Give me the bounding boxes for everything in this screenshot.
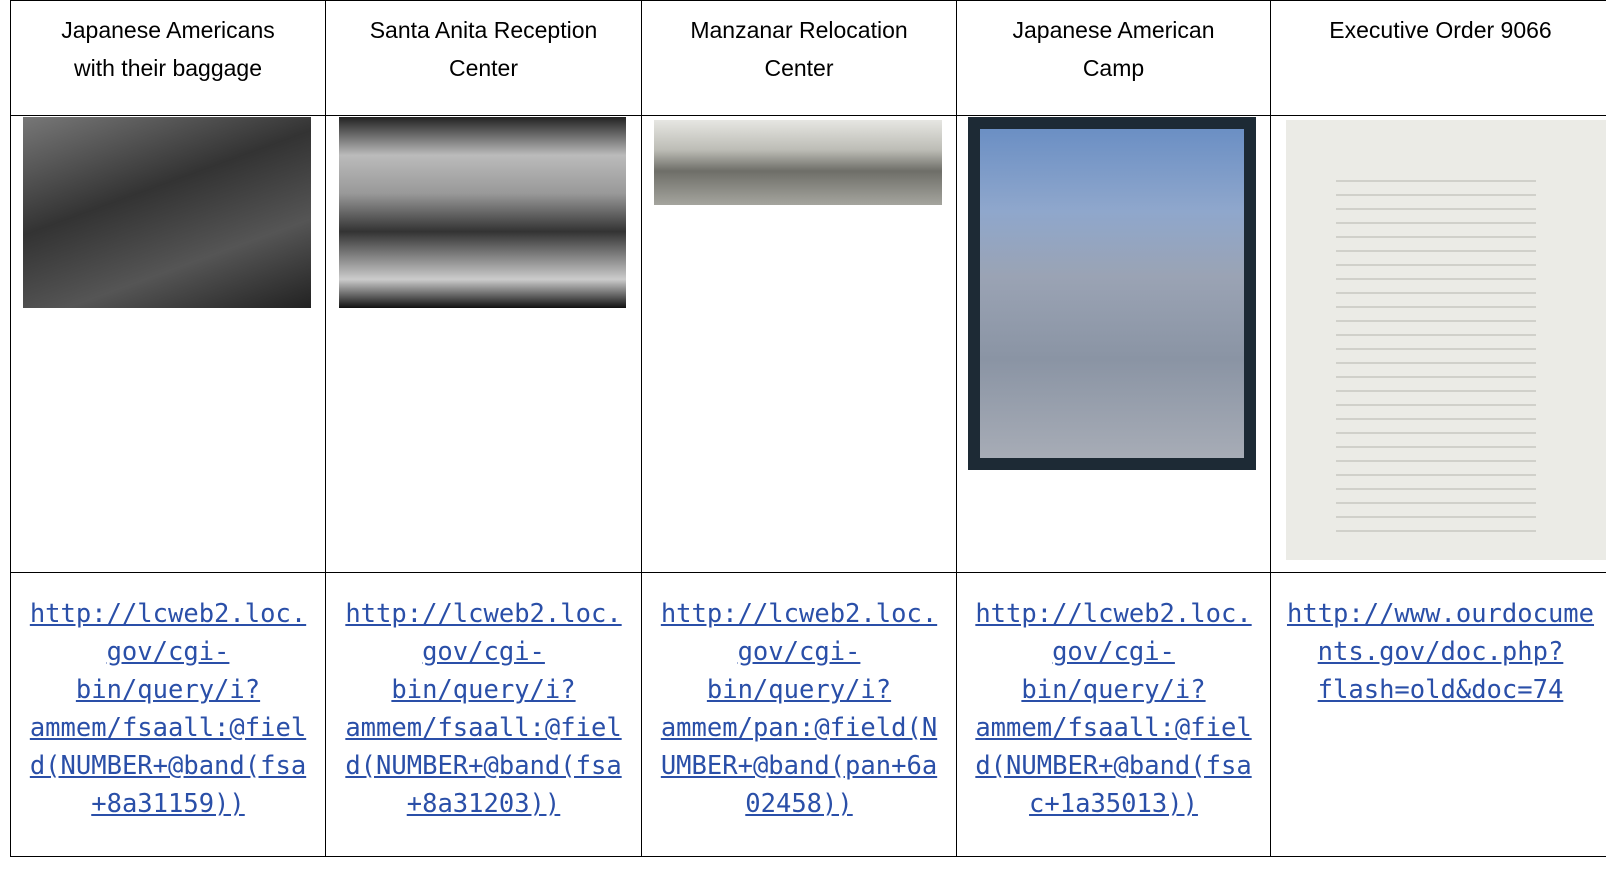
photo-baggage (23, 117, 311, 308)
link-cell: http://lcweb2.loc.gov/cgi-bin/query/i?am… (956, 572, 1271, 857)
document-scan (1286, 120, 1606, 560)
source-link[interactable]: http://lcweb2.loc.gov/cgi-bin/query/i?am… (345, 599, 622, 819)
source-link[interactable]: http://lcweb2.loc.gov/cgi-bin/query/i?am… (29, 599, 307, 819)
column-title: Japanese American Camp (956, 0, 1271, 116)
photo-manzanar (654, 120, 942, 205)
link-cell: http://lcweb2.loc.gov/cgi-bin/query/i?am… (641, 572, 957, 857)
column-title: Manzanar Relocation Center (641, 0, 957, 116)
link-cell: http://lcweb2.loc.gov/cgi-bin/query/i?am… (10, 572, 326, 857)
link-row: http://lcweb2.loc.gov/cgi-bin/query/i?am… (10, 572, 1606, 857)
photo-santa-anita (339, 117, 626, 308)
column-title: Santa Anita Reception Center (325, 0, 642, 116)
link-cell: http://www.ourdocuments.gov/doc.php?flas… (1270, 572, 1606, 857)
source-link[interactable]: http://lcweb2.loc.gov/cgi-bin/query/i?am… (975, 599, 1252, 819)
link-cell: http://lcweb2.loc.gov/cgi-bin/query/i?am… (325, 572, 642, 857)
column-title: Executive Order 9066 (1270, 0, 1606, 116)
source-link[interactable]: http://www.ourdocuments.gov/doc.php?flas… (1286, 599, 1595, 705)
source-link[interactable]: http://lcweb2.loc.gov/cgi-bin/query/i?am… (660, 599, 938, 819)
column-title: Japanese Americans with their baggage (10, 0, 326, 116)
photo-camp (968, 117, 1256, 470)
resource-table: Japanese Americans with their baggage San… (10, 0, 1606, 857)
title-row: Japanese Americans with their baggage San… (10, 0, 1606, 116)
